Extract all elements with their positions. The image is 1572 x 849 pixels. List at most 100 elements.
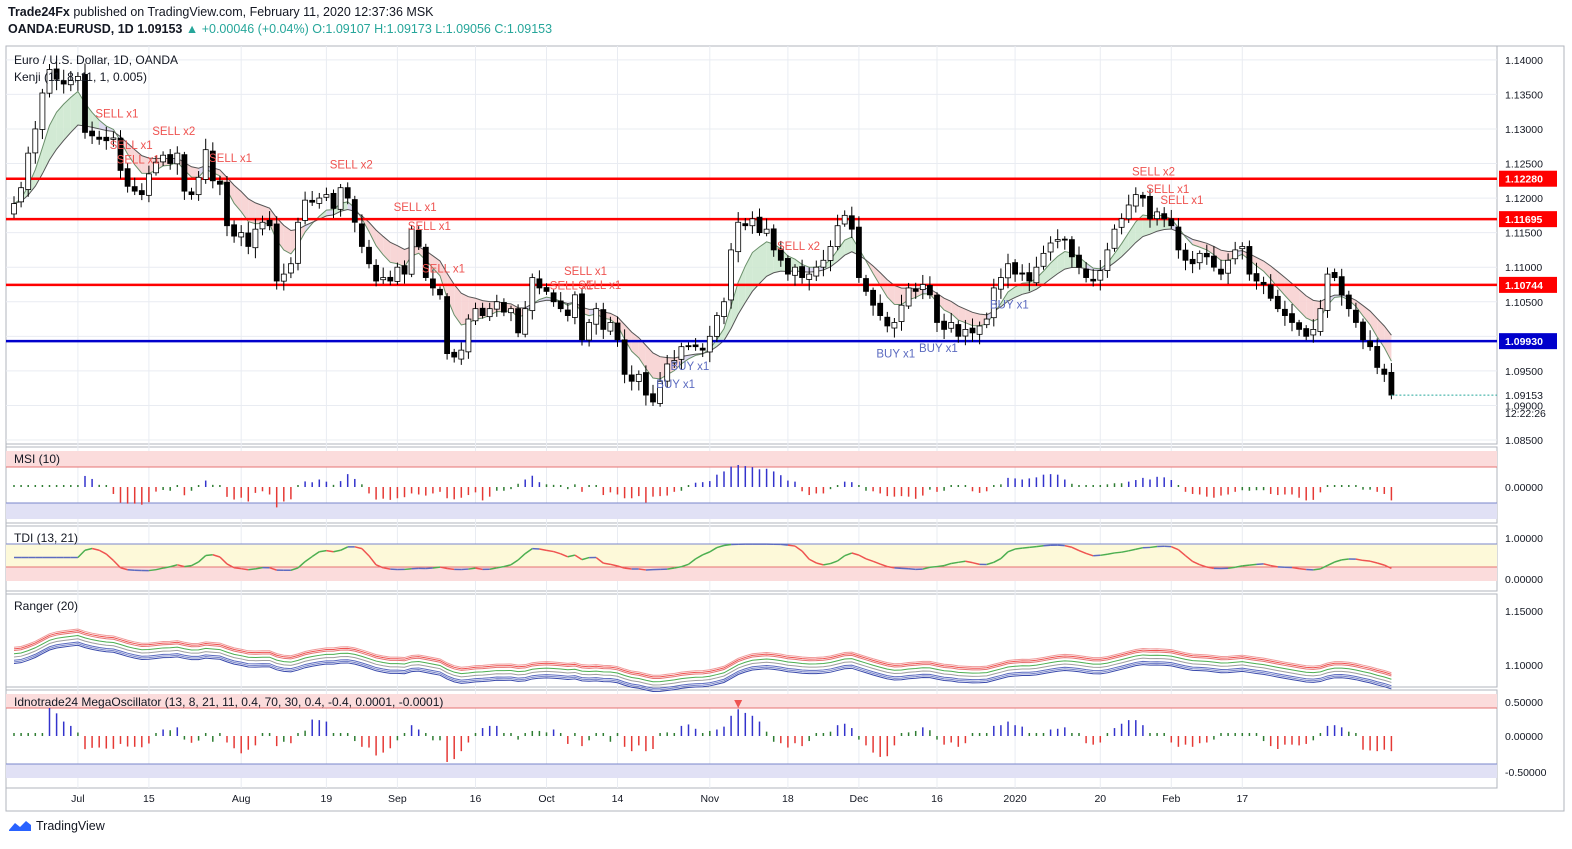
tdi-line-segment bbox=[702, 551, 711, 556]
candle-up bbox=[287, 263, 294, 274]
tdi-line-segment bbox=[581, 556, 590, 561]
candle-down bbox=[415, 229, 422, 247]
tdi-line-segment bbox=[162, 566, 171, 569]
candle-down bbox=[1069, 239, 1075, 258]
tdi-line-segment bbox=[617, 565, 625, 569]
tdi-line-segment bbox=[574, 554, 583, 561]
tdi-line-segment bbox=[248, 568, 256, 571]
kenji-band-fill bbox=[141, 155, 149, 174]
last-price-axis-label: 1.09153 bbox=[1505, 390, 1543, 402]
brand-label: TradingView bbox=[36, 819, 105, 833]
ohlc-h-label: H: bbox=[374, 22, 387, 36]
sub-tick-label: 0.00000 bbox=[1505, 731, 1543, 743]
tradingview-brand[interactable]: TradingView bbox=[8, 819, 105, 833]
candle-up bbox=[153, 161, 159, 174]
ohlc-l-value: 1.09056 bbox=[445, 22, 491, 36]
tdi-line-segment bbox=[148, 568, 157, 572]
kenji-band-fill bbox=[1213, 246, 1221, 261]
candle-up bbox=[259, 221, 266, 230]
tdi-line-segment bbox=[872, 560, 881, 565]
candle-down bbox=[437, 288, 443, 296]
candle-up bbox=[465, 318, 472, 353]
tdi-line-segment bbox=[1320, 564, 1328, 570]
tdi-line-segment bbox=[1022, 546, 1030, 549]
kenji-band-fill bbox=[248, 198, 256, 224]
candle-up bbox=[1232, 249, 1239, 260]
tdi-line-segment bbox=[1036, 544, 1044, 548]
ranger-line bbox=[13, 643, 1392, 691]
mega-upper-band bbox=[6, 694, 1497, 708]
candle-up bbox=[1047, 242, 1054, 253]
tdi-line-segment bbox=[368, 555, 377, 566]
kenji-band-fill bbox=[1263, 261, 1271, 279]
tdi-line-segment bbox=[219, 556, 228, 565]
candle-down bbox=[515, 308, 521, 334]
candle-up bbox=[678, 346, 685, 360]
candle-up bbox=[174, 152, 181, 165]
candle-down bbox=[96, 136, 103, 140]
tdi-line-segment bbox=[830, 560, 838, 565]
price-tick-label: 1.08500 bbox=[1505, 435, 1543, 447]
tdi-line-segment bbox=[936, 564, 945, 568]
time-tick-label: Feb bbox=[1162, 793, 1180, 805]
tdi-line-segment bbox=[681, 563, 689, 568]
symbol-line: OANDA:EURUSD, 1D 1.09153 ▲ +0.00046 (+0.… bbox=[8, 21, 552, 38]
publisher-name[interactable]: Trade24Fx bbox=[8, 5, 70, 19]
time-tick-label: 16 bbox=[931, 793, 943, 805]
kenji-band-fill bbox=[1221, 250, 1229, 261]
price-axis[interactable]: 1.14000 1.13500 1.13000 1.12500 1.12000 1.115… bbox=[1499, 55, 1557, 779]
kenji-band-fill bbox=[56, 104, 64, 150]
candle-down bbox=[699, 347, 706, 351]
candle-up bbox=[39, 92, 46, 130]
level-price-tag: 1.11695 bbox=[1505, 214, 1543, 226]
time-axis[interactable]: Jul 15 Aug 19 Sep 16 Oct 14 Nov 18 Dec 16 2020 20 Feb 1… bbox=[71, 793, 1248, 805]
tdi-line-segment bbox=[929, 565, 938, 569]
candle-down bbox=[103, 136, 110, 142]
candle-up bbox=[337, 187, 344, 210]
tdi-line-segment bbox=[823, 562, 831, 566]
sell-signal-label: SELL x1 bbox=[1146, 184, 1189, 196]
sub-tick-label: 1.15000 bbox=[1505, 606, 1543, 618]
candle-down bbox=[1203, 252, 1210, 258]
ohlc-c-value: 1.09153 bbox=[506, 22, 553, 36]
ohlc-h-value: 1.09173 bbox=[386, 22, 432, 36]
indicator-panes[interactable]: MSI (10) TDI (13, 21) Ranger (20) Idnotrade… bbox=[6, 451, 1497, 778]
kenji-band-fill bbox=[42, 125, 50, 174]
kenji-band-fill bbox=[752, 246, 760, 292]
tdi-line-segment bbox=[475, 567, 483, 571]
ranger-line bbox=[13, 628, 1392, 676]
candle-up bbox=[728, 249, 734, 301]
price-tick-label: 1.09000 bbox=[1505, 400, 1543, 412]
sell-signal-label: SELL x2 bbox=[330, 159, 373, 171]
candle-up bbox=[486, 308, 493, 318]
tdi-line-segment bbox=[304, 555, 313, 563]
candle-down bbox=[1381, 368, 1388, 375]
tdi-line-segment bbox=[404, 567, 412, 571]
candle-up bbox=[976, 325, 983, 335]
tdi-line-segment bbox=[184, 564, 192, 568]
tdi-line-segment bbox=[1235, 565, 1243, 569]
kenji-band-fill bbox=[369, 222, 377, 246]
candle-down bbox=[770, 228, 777, 251]
tdi-line-segment bbox=[524, 547, 533, 555]
tdi-line-segment bbox=[1249, 563, 1257, 566]
tdi-line-segment bbox=[1135, 546, 1144, 551]
tdi-line-segment bbox=[972, 561, 980, 566]
tdi-line-segment bbox=[127, 568, 135, 572]
candle-down bbox=[60, 80, 67, 85]
candle-down bbox=[692, 344, 699, 348]
candle-up bbox=[195, 176, 202, 196]
candle-up bbox=[841, 214, 848, 225]
candle-down bbox=[216, 180, 223, 185]
kenji-band-fill bbox=[49, 112, 57, 160]
sell-signal-label: SELL x1 bbox=[578, 280, 621, 292]
kenji-band-fill bbox=[63, 97, 71, 141]
kenji-band-fill bbox=[965, 309, 973, 326]
candle-down bbox=[89, 130, 95, 137]
kenji-band-fill bbox=[454, 284, 462, 325]
level-price-tag: 1.12280 bbox=[1505, 174, 1543, 186]
candle-up bbox=[1097, 270, 1104, 281]
symbol-name[interactable]: OANDA:EURUSD, 1D bbox=[8, 22, 134, 36]
